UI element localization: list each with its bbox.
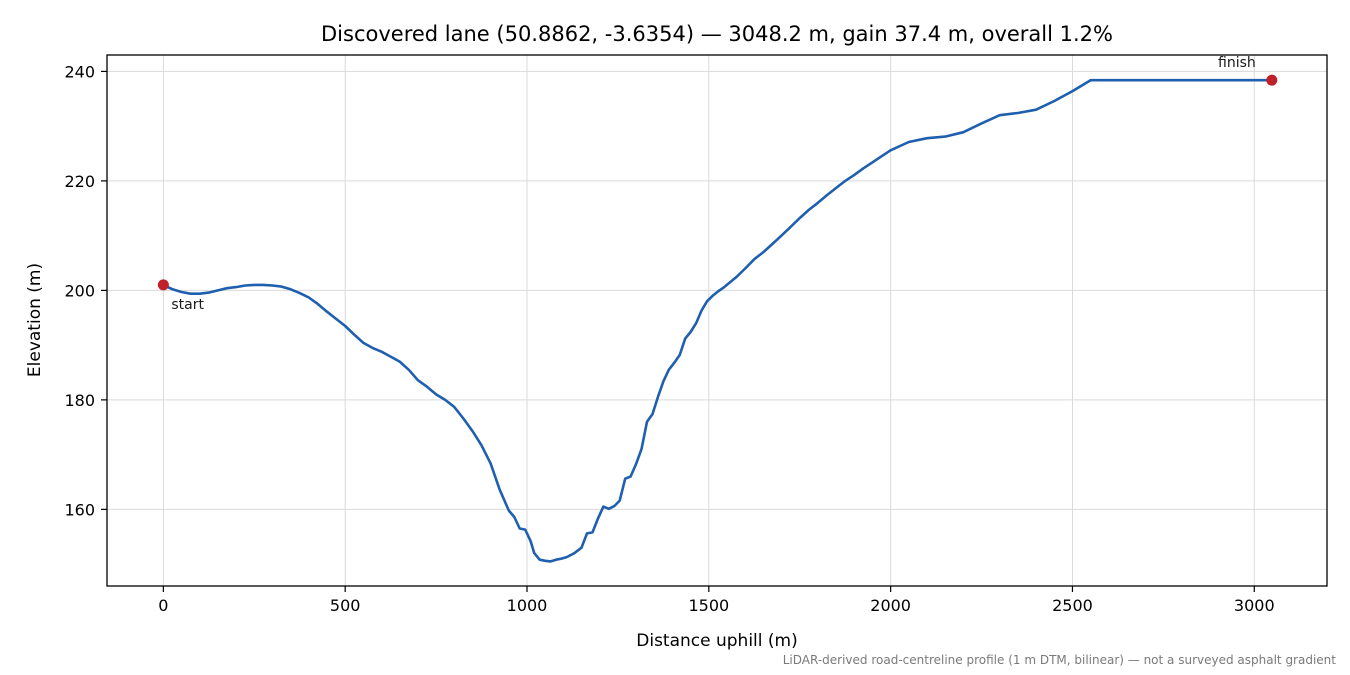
y-tick-label: 180 [64,391,95,410]
series-layer [162,78,1274,563]
elevation-profile-line [162,78,1274,563]
start-label: start [171,297,204,313]
x-tick-label: 2500 [1052,596,1093,615]
annotations: start finish [157,55,1278,313]
y-tick-label: 200 [64,281,95,300]
x-tick-label: 3000 [1234,596,1275,615]
plot-frame [106,54,1328,587]
x-tick-label: 2000 [870,596,911,615]
y-tick-label: 160 [64,500,95,519]
footnote: LiDAR-derived road-centreline profile (1… [783,653,1337,667]
x-tick-label: 0 [158,596,168,615]
chart-title: Discovered lane (50.8862, -3.6354) — 304… [321,22,1113,46]
finish-label: finish [1218,55,1256,71]
y-tick-label: 220 [64,172,95,191]
grid [107,55,1327,586]
x-tick-label: 1000 [507,596,548,615]
start-marker [157,279,169,291]
finish-marker [1266,74,1278,86]
x-tick-label: 500 [330,596,361,615]
axis-ticks: 0 500 1000 1500 2000 2500 3000 160 180 200 220 240 [64,62,1274,615]
y-axis-label: Elevation (m) [25,263,45,377]
x-tick-label: 1500 [688,596,729,615]
x-axis-label: Distance uphill (m) [636,631,797,651]
y-tick-label: 240 [64,62,95,81]
